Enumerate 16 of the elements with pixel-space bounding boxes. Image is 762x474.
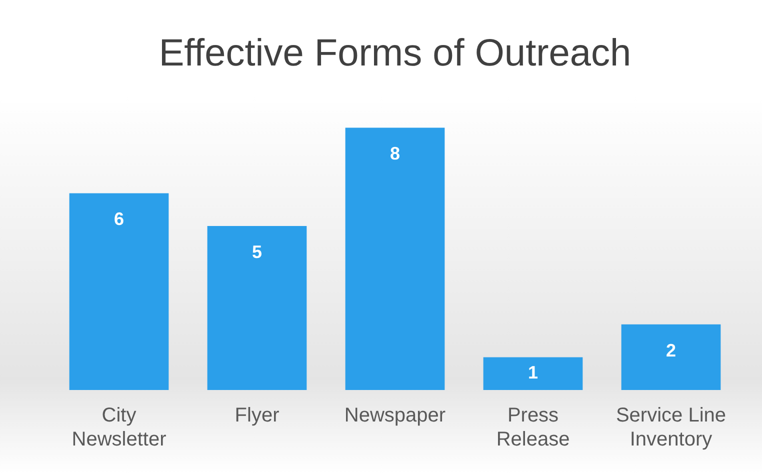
data-label: 5 — [252, 242, 262, 262]
data-label: 1 — [528, 362, 538, 383]
x-tick-label: City Newsletter — [72, 404, 167, 451]
x-tick-label: Flyer — [234, 404, 280, 427]
data-label: 6 — [114, 209, 124, 230]
chart-title: Effective Forms of Outreach — [158, 32, 632, 74]
bar — [345, 128, 445, 390]
bar — [207, 226, 307, 390]
bar — [621, 324, 721, 390]
x-tick-label: Service Line Inventory — [616, 404, 726, 451]
data-label: 2 — [666, 340, 676, 360]
x-tick-label: Newspaper — [344, 404, 446, 427]
bar — [483, 357, 583, 390]
data-label: 8 — [390, 144, 400, 164]
bar — [69, 193, 169, 390]
x-tick-label: Press Release — [496, 404, 570, 451]
